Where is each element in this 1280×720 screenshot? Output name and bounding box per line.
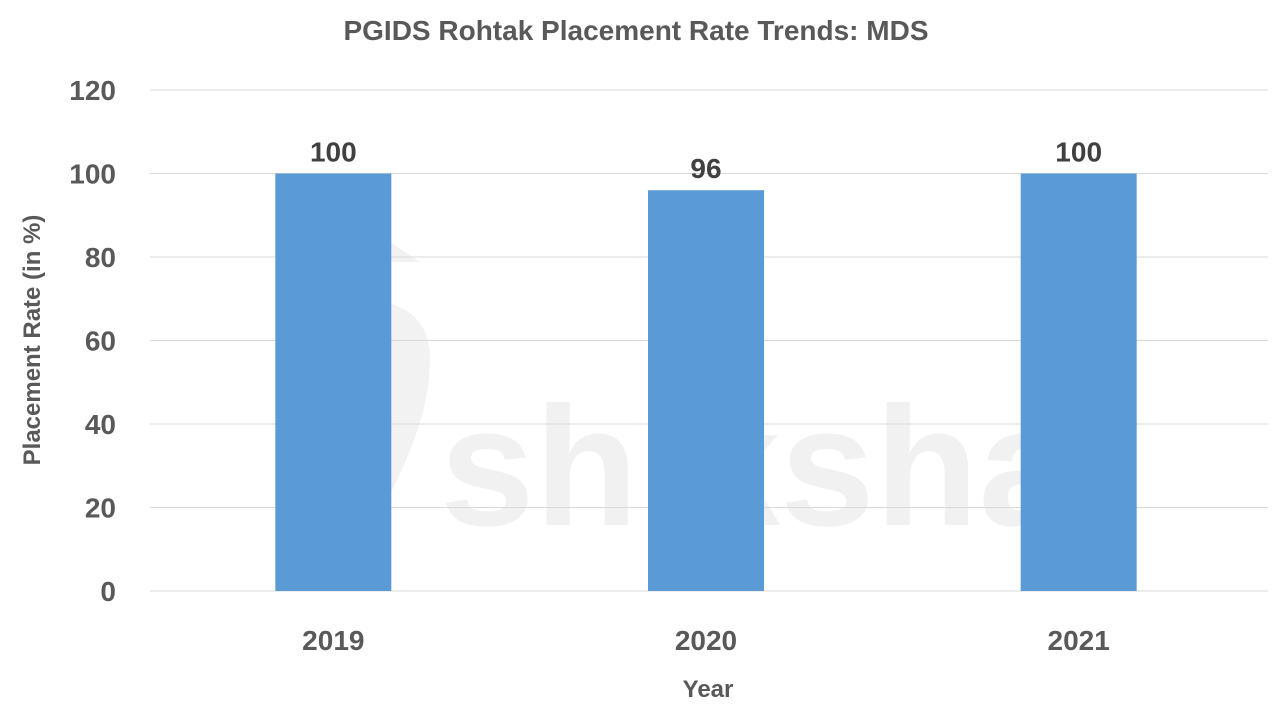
bar-2020 [648, 190, 764, 591]
data-label-2019: 100 [310, 137, 357, 168]
x-axis-ticks: 2019 2020 2021 [302, 625, 1110, 656]
bar-2019 [275, 173, 392, 591]
data-label-2021: 100 [1055, 137, 1102, 168]
y-axis-ticks: 0 20 40 60 80 100 120 [69, 75, 116, 607]
y-tick-label: 20 [85, 493, 116, 524]
data-label-2020: 96 [690, 153, 721, 184]
x-tick-label: 2019 [302, 625, 364, 656]
x-tick-label: 2021 [1048, 625, 1110, 656]
y-axis-label: Placement Rate (in %) [19, 215, 46, 466]
y-tick-label: 80 [85, 242, 116, 273]
chart-title: PGIDS Rohtak Placement Rate Trends: MDS [343, 15, 928, 46]
x-axis-label: Year [683, 676, 734, 703]
bar-2021 [1020, 173, 1137, 591]
x-tick-label: 2020 [675, 625, 737, 656]
y-tick-label: 40 [85, 409, 116, 440]
y-tick-label: 60 [85, 326, 116, 357]
y-tick-label: 100 [69, 159, 116, 190]
y-tick-label: 120 [69, 75, 116, 106]
bars: 100 96 100 [275, 137, 1137, 591]
y-tick-label: 0 [100, 576, 116, 607]
